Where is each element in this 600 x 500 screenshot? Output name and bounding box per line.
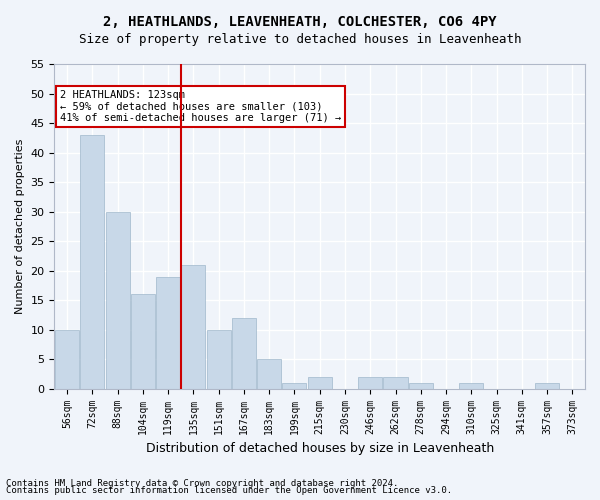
Y-axis label: Number of detached properties: Number of detached properties	[15, 138, 25, 314]
Bar	[535, 383, 559, 388]
Text: 2, HEATHLANDS, LEAVENHEATH, COLCHESTER, CO6 4PY: 2, HEATHLANDS, LEAVENHEATH, COLCHESTER, …	[103, 15, 497, 29]
Bar	[358, 377, 382, 388]
Text: Contains HM Land Registry data © Crown copyright and database right 2024.: Contains HM Land Registry data © Crown c…	[6, 478, 398, 488]
X-axis label: Distribution of detached houses by size in Leavenheath: Distribution of detached houses by size …	[146, 442, 494, 455]
Bar	[383, 377, 407, 388]
Bar	[459, 383, 484, 388]
Text: Contains public sector information licensed under the Open Government Licence v3: Contains public sector information licen…	[6, 486, 452, 495]
Bar	[106, 212, 130, 388]
Bar	[409, 383, 433, 388]
Bar	[257, 359, 281, 388]
Bar	[283, 383, 307, 388]
Bar	[80, 135, 104, 388]
Bar	[181, 264, 205, 388]
Bar	[55, 330, 79, 388]
Text: Size of property relative to detached houses in Leavenheath: Size of property relative to detached ho…	[79, 32, 521, 46]
Bar	[156, 276, 180, 388]
Bar	[308, 377, 332, 388]
Bar	[206, 330, 230, 388]
Bar	[232, 318, 256, 388]
Text: 2 HEATHLANDS: 123sqm
← 59% of detached houses are smaller (103)
41% of semi-deta: 2 HEATHLANDS: 123sqm ← 59% of detached h…	[60, 90, 341, 123]
Bar	[131, 294, 155, 388]
